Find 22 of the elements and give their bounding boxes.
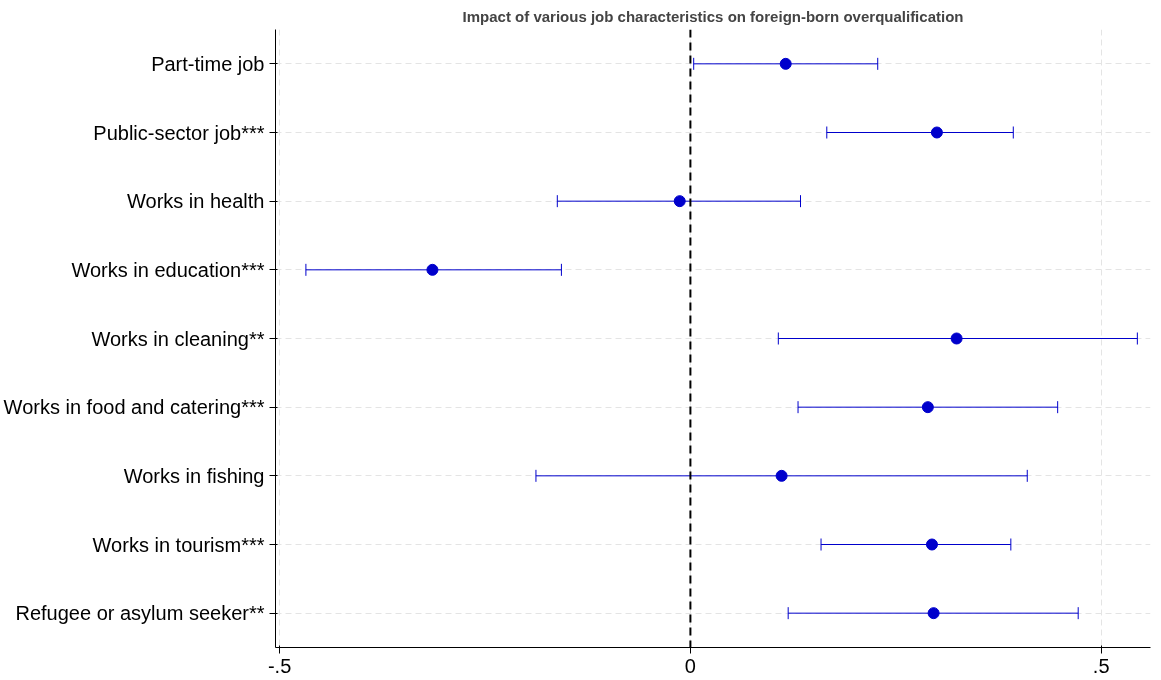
point [927,607,940,620]
point [930,126,943,139]
y-tick-label: Part-time job [151,52,265,75]
point [925,538,938,551]
y-tick-label: Works in health [127,190,265,213]
y-tick-label: Works in food and catering*** [3,396,265,419]
x-tick-label: 0 [684,654,696,677]
chart-title: Impact of various job characteristics on foreign-born overqualification [462,7,964,25]
x-tick-label: .5 [1092,654,1110,677]
point [426,263,439,276]
point [950,332,963,345]
y-tick-label: Works in fishing [123,464,265,487]
point [921,401,934,414]
y-tick-label: Works in tourism*** [92,533,265,556]
point [775,469,788,482]
y-tick-label: Refugee or asylum seeker** [15,602,265,625]
y-tick-label: Works in education*** [71,258,265,281]
point [779,57,792,70]
y-tick-label: Works in cleaning** [91,327,265,350]
y-tick-label: Public-sector job*** [93,121,265,144]
point [673,195,686,208]
x-tick-label: -.5 [267,654,292,677]
